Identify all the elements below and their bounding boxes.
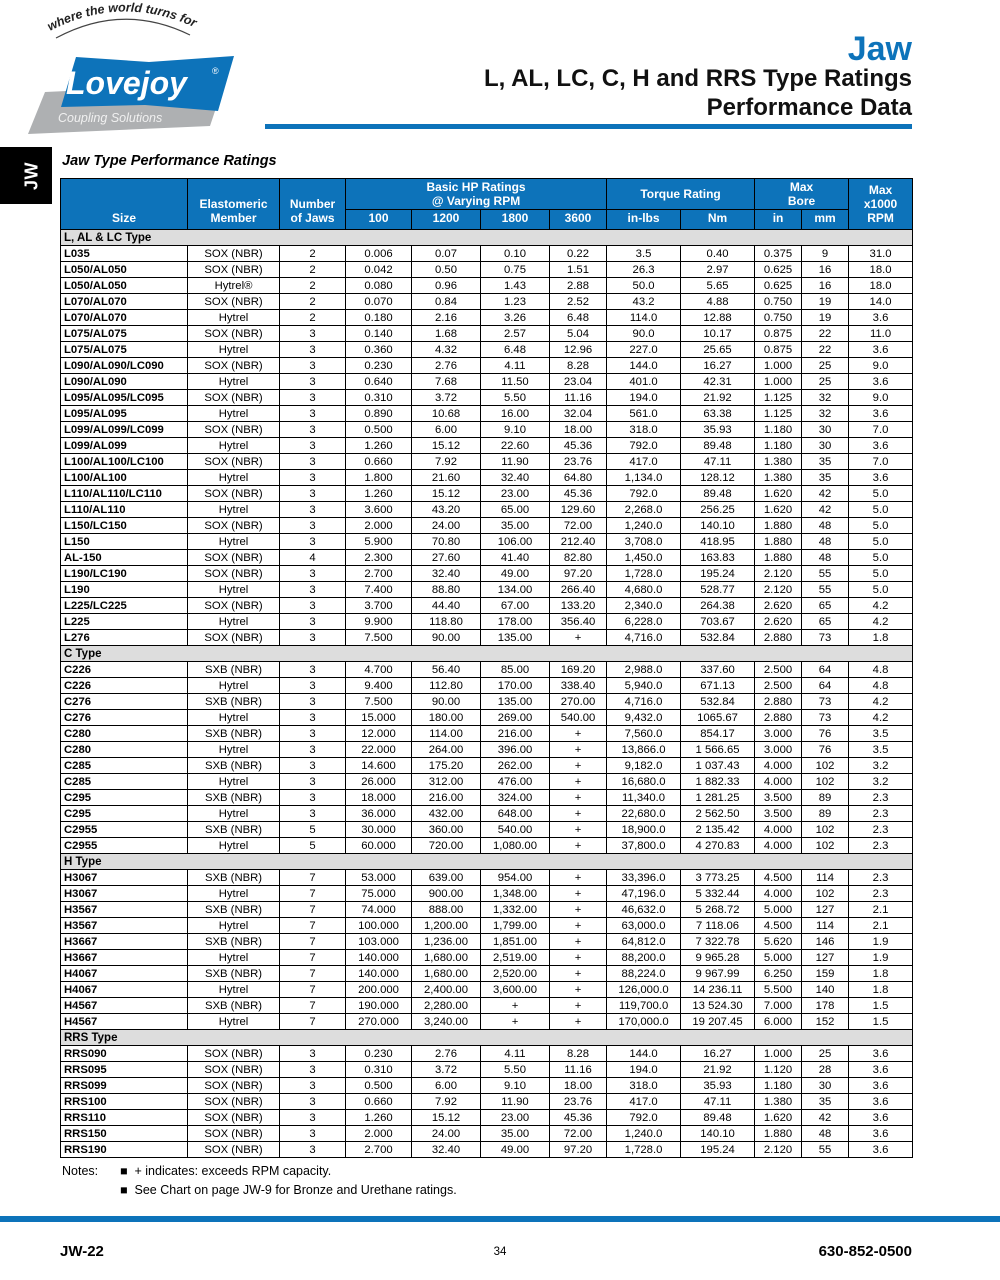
svg-text:Lovejoy: Lovejoy <box>66 65 189 101</box>
svg-text:Coupling Solutions: Coupling Solutions <box>58 111 162 125</box>
